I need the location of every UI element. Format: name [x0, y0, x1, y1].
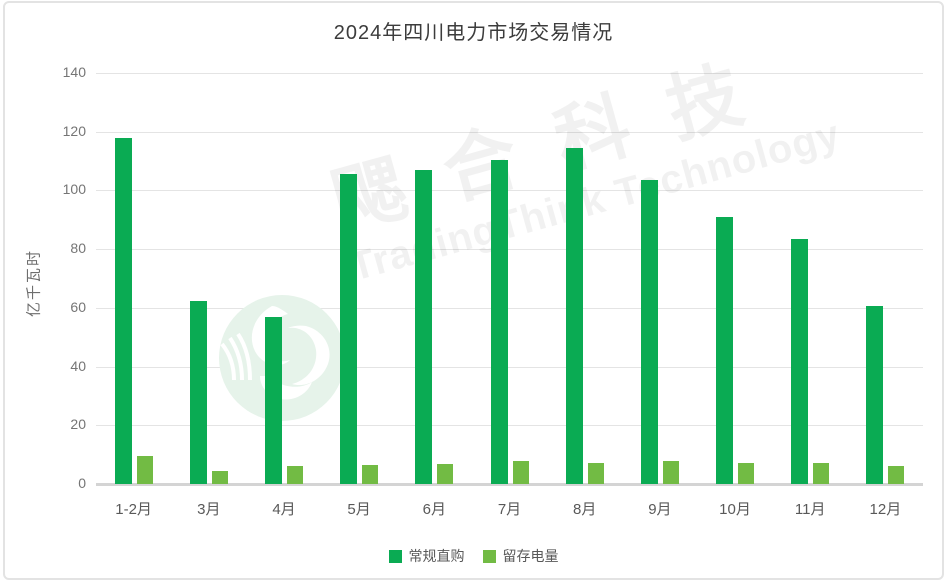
y-tick-label: 20	[70, 416, 86, 433]
bar-常规直购-7月	[490, 159, 508, 484]
y-tick-label: 0	[78, 475, 86, 491]
x-tick-label: 1-2月	[115, 501, 152, 518]
gridline	[96, 131, 923, 133]
y-axis-title: 亿千瓦时	[25, 248, 43, 318]
x-tick-label: 11月	[794, 501, 826, 518]
x-tick-label: 4月	[272, 501, 296, 518]
gridline	[96, 366, 923, 368]
y-tick-label: 120	[62, 122, 86, 139]
watermark-text-cn: 飔合科技	[322, 41, 792, 246]
chart-title: 2024年四川电力市场交易情况	[333, 22, 614, 44]
x-tick-label: 7月	[497, 501, 522, 518]
gridline	[96, 249, 923, 251]
legend-item-常规直购[interactable]: 常规直购	[388, 546, 465, 566]
gridline	[96, 73, 923, 74]
x-tick-label: 9月	[648, 501, 672, 518]
gridline	[96, 425, 923, 427]
watermark-logo-icon	[210, 288, 356, 439]
bar-留存电量-9月	[662, 461, 679, 484]
x-axis-line	[96, 483, 923, 486]
bar-常规直购-12月	[866, 306, 884, 484]
legend-swatch-icon	[388, 549, 402, 563]
x-tick-label: 8月	[573, 501, 597, 518]
bar-留存电量-6月	[437, 464, 454, 484]
y-tick-label: 60	[70, 298, 86, 315]
bar-常规直购-3月	[189, 300, 207, 484]
x-tick-label: 6月	[422, 501, 446, 518]
x-tick-label: 3月	[197, 501, 221, 518]
x-tick-label: 10月	[719, 501, 751, 518]
bar-留存电量-7月	[512, 461, 529, 484]
bar-留存电量-11月	[813, 463, 830, 484]
bar-常规直购-11月	[791, 238, 809, 484]
x-tick-label: 5月	[347, 501, 371, 518]
bar-常规直购-8月	[565, 147, 583, 484]
y-tick-label: 40	[70, 357, 86, 374]
bar-留存电量-1-2月	[136, 456, 153, 484]
gridline	[96, 190, 923, 192]
legend-swatch-icon	[482, 549, 496, 563]
bar-常规直购-10月	[716, 216, 733, 484]
bar-留存电量-12月	[888, 466, 905, 484]
bar-常规直购-1-2月	[114, 137, 132, 484]
legend-item-留存电量[interactable]: 留存电量	[482, 546, 559, 566]
x-tick-label: 12月	[869, 501, 902, 518]
y-tick-label: 100	[62, 181, 86, 198]
bar-留存电量-4月	[287, 465, 303, 484]
bar-常规直购-4月	[265, 316, 282, 484]
bar-留存电量-3月	[211, 470, 228, 484]
bar-常规直购-9月	[640, 180, 658, 484]
legend: 常规直购 留存电量	[0, 546, 947, 566]
y-tick-label: 140	[62, 64, 86, 80]
bar-常规直购-6月	[415, 169, 433, 484]
gridline	[96, 307, 923, 309]
legend-label: 常规直购	[408, 548, 465, 564]
bar-留存电量-5月	[362, 464, 379, 484]
legend-label: 留存电量	[502, 548, 559, 564]
y-tick-label: 80	[70, 240, 86, 257]
bar-留存电量-10月	[738, 463, 754, 484]
watermark-text: 飔合科技 TradingThink Technology	[322, 15, 916, 289]
bar-留存电量-8月	[587, 462, 604, 484]
bar-常规直购-5月	[340, 174, 358, 484]
